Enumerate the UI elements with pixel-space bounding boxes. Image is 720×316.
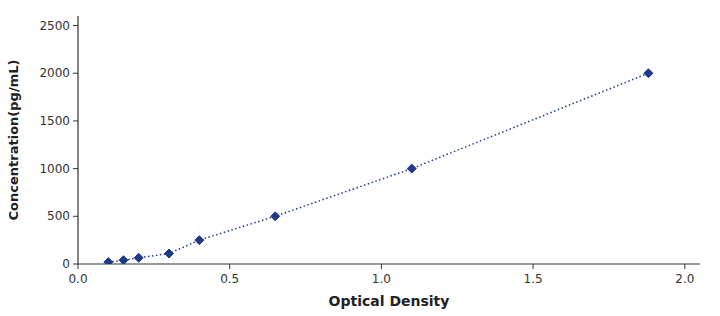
x-tick-label: 0.5 bbox=[220, 272, 239, 286]
y-tick-label: 1500 bbox=[39, 114, 70, 128]
x-tick-label: 1.5 bbox=[524, 272, 543, 286]
y-tick-label: 1000 bbox=[39, 162, 70, 176]
x-tick-label: 2.0 bbox=[675, 272, 694, 286]
point-marker bbox=[271, 212, 280, 221]
y-tick-label: 500 bbox=[47, 209, 70, 223]
chart: 0.0 0.5 1.0 1.5 2.0 0 500 1000 1500 2000 2500 Optic… bbox=[0, 0, 720, 316]
y-tick bbox=[73, 216, 78, 217]
plot-area bbox=[104, 69, 653, 264]
y-tick bbox=[73, 73, 78, 74]
y-tick bbox=[73, 120, 78, 121]
y-tick-label: 2000 bbox=[39, 66, 70, 80]
y-tick bbox=[73, 25, 78, 26]
point-marker bbox=[134, 253, 143, 262]
y-tick bbox=[73, 264, 78, 265]
point-marker bbox=[195, 236, 204, 245]
x-axis-line bbox=[78, 263, 700, 264]
y-tick-label: 2500 bbox=[39, 19, 70, 33]
y-tick-label: 0 bbox=[62, 257, 70, 271]
point-marker bbox=[644, 69, 653, 78]
x-tick bbox=[684, 264, 685, 269]
y-axis-label: Concentration(pg/mL) bbox=[6, 60, 21, 221]
x-tick bbox=[381, 264, 382, 269]
point-marker bbox=[119, 256, 128, 264]
series-line bbox=[108, 73, 648, 262]
background bbox=[0, 0, 720, 316]
y-tick bbox=[73, 168, 78, 169]
x-tick-label: 1.0 bbox=[372, 272, 391, 286]
point-marker bbox=[165, 249, 174, 258]
chart-container: 0.0 0.5 1.0 1.5 2.0 0 500 1000 1500 2000 2500 Optic… bbox=[0, 0, 720, 316]
y-axis-line bbox=[77, 16, 78, 264]
x-tick bbox=[229, 264, 230, 269]
point-marker bbox=[407, 164, 416, 173]
x-tick bbox=[533, 264, 534, 269]
x-tick bbox=[78, 264, 79, 269]
x-axis-label: Optical Density bbox=[329, 293, 450, 309]
point-marker bbox=[104, 258, 113, 264]
x-tick-label: 0.0 bbox=[68, 272, 87, 286]
